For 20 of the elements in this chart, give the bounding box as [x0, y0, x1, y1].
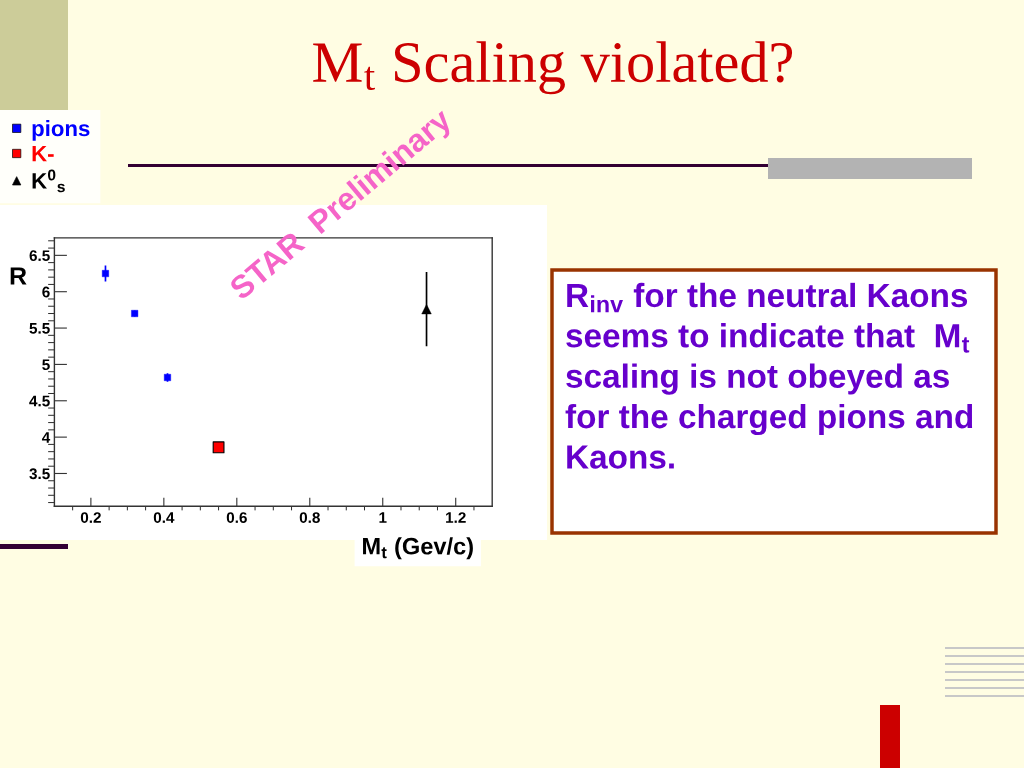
- y-tick-label: 4: [41, 432, 51, 443]
- y-tick-label: 5.5: [29, 323, 50, 334]
- legend-label: K$^{0}$$_{s}$: [32, 169, 65, 193]
- x-tick-label: 1: [379, 512, 387, 523]
- x-axis-title: M$_{t}$ (Gev/c): [363, 537, 473, 560]
- y-axis-title: R: [10, 267, 27, 285]
- x-tick-label: 0.2: [80, 512, 101, 523]
- x-tick-label: 0.4: [153, 512, 175, 523]
- legend-label: K-: [32, 145, 54, 162]
- y-tick-label: 4.5: [29, 395, 50, 407]
- y-tick-label: 6: [42, 286, 50, 298]
- x-tick-label: 1.2: [446, 512, 466, 523]
- x-tick-label: 0.8: [299, 512, 320, 523]
- y-tick-label: 5: [42, 359, 50, 371]
- text: R$_{inv}$ for the neutral Kaons seems to indicate that M$_{t}$ scaling is not obeyed as for the charged pions and Kaons.: [565, 282, 973, 469]
- x-tick-label: 0.6: [226, 512, 247, 523]
- y-tick-label: 6.5: [29, 250, 50, 262]
- y-tick-label: 3.5: [29, 468, 50, 480]
- legend-label: pions: [32, 120, 90, 141]
- chart-title: M$_{t}$ Scaling violated?: [313, 41, 793, 95]
